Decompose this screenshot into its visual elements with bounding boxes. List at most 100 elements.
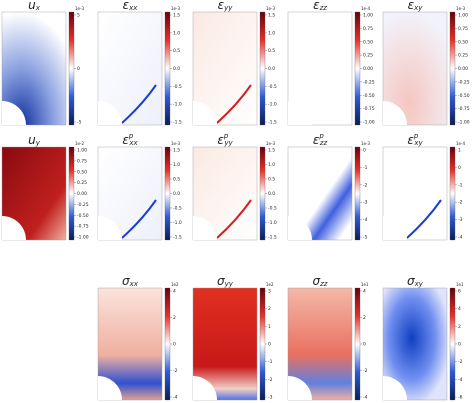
colorbar-tick-label: -1 [268, 359, 273, 365]
colorbar-offset: 1e-4 [456, 141, 465, 146]
title-symbol: σ [407, 274, 415, 288]
title-symbol: ε [313, 0, 320, 12]
title-symbol: ε [123, 0, 130, 12]
colorbar-tick-label: -1.00 [77, 235, 89, 241]
colorbar-offset: 1e-3 [266, 141, 275, 146]
hole [193, 376, 217, 400]
colorbar-tick-label: -1.5 [173, 120, 182, 126]
colorbar-tick-label: 0.75 [363, 26, 373, 32]
title-sub: y [35, 139, 41, 147]
panel-title: εzz [313, 0, 327, 12]
panel-title: εp xy [407, 132, 423, 147]
colorbar-tick-label: 6 [458, 289, 461, 295]
panel-title: σxy [407, 274, 424, 289]
colorbar-tick-label: 0 [363, 342, 366, 348]
colorbar-tick-label: 0.00 [363, 66, 373, 72]
colorbar-tick-label: -2 [363, 368, 368, 374]
colorbar [164, 287, 171, 401]
colorbar-tick-label: 1.5 [173, 148, 180, 154]
colorbar-tick-label: 0.0 [173, 66, 180, 72]
colorbar [449, 146, 456, 241]
panel-title: εp zz [313, 132, 328, 147]
colorbar-tick-label: -1 [458, 182, 463, 188]
title-symbol: ε [217, 133, 224, 147]
colorbar-tick-label: -5 [363, 235, 368, 241]
colorbar-tick-label: -3 [458, 217, 463, 223]
title-sub: xy [414, 280, 424, 288]
title-sub: xx [128, 139, 138, 147]
colorbar-tick-label: 2 [458, 324, 461, 330]
title-sub: yy [223, 4, 233, 12]
title-symbol: σ [122, 274, 130, 288]
colorbar-tick-label: 0.5 [173, 177, 180, 183]
plastic-band [216, 84, 252, 124]
hole [98, 101, 122, 125]
title-sub: zz [319, 280, 328, 288]
colorbar [259, 146, 266, 241]
panel-title: εxy [408, 0, 424, 12]
colorbar-tick-label: 4 [458, 306, 461, 312]
colorbar-offset: 1e1 [456, 282, 464, 287]
panel-title: εp xx [122, 132, 138, 147]
colorbar-offset: 1e-3 [361, 141, 370, 146]
colorbar-tick-label: 0.5 [268, 48, 275, 54]
panel-title: uy [28, 133, 41, 148]
colorbar-tick-label: 0 [363, 148, 366, 154]
colorbar-tick-label: 0 [268, 342, 271, 348]
colorbar-offset: 1e-3 [266, 6, 275, 11]
colorbar-offset: 1e-3 [456, 6, 465, 11]
colorbar-tick-label: -1.0 [173, 102, 182, 108]
colorbar-tick-label: -0.25 [363, 79, 375, 85]
colorbar [354, 11, 361, 126]
plastic-band [406, 199, 442, 239]
colorbar-tick-label: 0.25 [363, 53, 373, 59]
colorbar-tick-label: -0.50 [77, 213, 89, 219]
panel-title: εyy [218, 0, 234, 12]
colorbar-offset: 1e-3 [171, 141, 180, 146]
plastic-band [216, 199, 252, 239]
title-symbol: ε [407, 133, 414, 147]
colorbar-tick-label: 1.0 [173, 30, 180, 36]
colorbar-tick-label: 0 [458, 165, 461, 171]
colorbar-offset: 1e-3 [75, 6, 84, 11]
colorbar-tick-label: 1.00 [458, 13, 468, 19]
colorbar-tick-label: -1.0 [268, 102, 277, 108]
title-sub: zz [319, 139, 328, 147]
colorbar-tick-label: 5 [77, 13, 80, 19]
title-sub: xy [413, 139, 423, 147]
title-symbol: σ [217, 274, 225, 288]
hole [288, 376, 312, 400]
hole [2, 216, 26, 240]
colorbar [449, 11, 456, 126]
plastic-band [121, 84, 157, 124]
colorbar-tick-label: -2 [173, 368, 178, 374]
title-symbol: ε [218, 0, 225, 12]
colorbar-tick-label: 1.00 [77, 148, 87, 154]
title-sub: x [35, 4, 41, 12]
colorbar-tick-label: -1.0 [268, 220, 277, 226]
colorbar-tick-label: -1.5 [268, 120, 277, 126]
colorbar-tick-label: 4 [173, 289, 176, 295]
colorbar-offset: 1e-2 [75, 141, 84, 146]
title-sub: yy [224, 280, 234, 288]
colorbar-tick-label: -1.0 [173, 220, 182, 226]
colorbar-tick-label: -0.75 [458, 106, 470, 112]
colorbar-tick-label: 2 [363, 315, 366, 321]
title-sub: xx [129, 280, 139, 288]
colorbar-offset: 1e2 [171, 282, 179, 287]
colorbar-tick-label: -0.50 [458, 93, 470, 99]
colorbar-tick-label: -1 [363, 165, 368, 171]
colorbar-tick-label: 1.5 [173, 13, 180, 19]
colorbar [164, 11, 171, 126]
colorbar-tick-label: -0.25 [77, 202, 89, 208]
colorbar-tick-label: 0 [173, 342, 176, 348]
colorbar-tick-label: -0.5 [173, 84, 182, 90]
colorbar [259, 287, 266, 401]
colorbar-tick-label: -0.5 [268, 206, 277, 212]
colorbar-tick-label: -0.5 [268, 84, 277, 90]
colorbar-tick-label: 0.25 [77, 180, 87, 186]
colorbar-offset: 1e1 [361, 282, 369, 287]
colorbar-tick-label: -0.75 [363, 106, 375, 112]
colorbar-offset: 1e-4 [361, 6, 370, 11]
colorbar [259, 11, 266, 126]
